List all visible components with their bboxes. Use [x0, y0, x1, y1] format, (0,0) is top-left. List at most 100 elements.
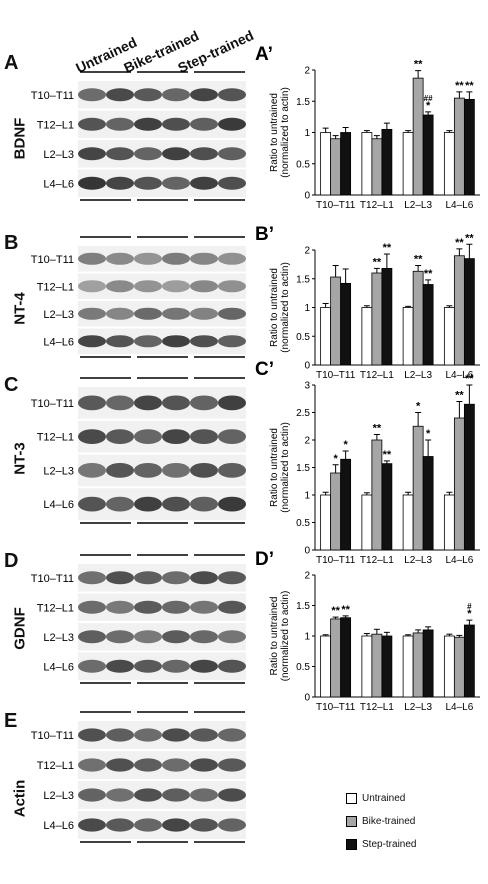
chart-xtick-label: L2–L3: [404, 702, 432, 713]
bar: [320, 132, 332, 196]
legend-swatch-step-trained: [346, 839, 357, 850]
blot-band: [218, 462, 246, 478]
chart-ytick-label: 2: [304, 246, 310, 257]
blot-band: [106, 88, 134, 102]
panel-letter-e: E: [4, 710, 18, 732]
blot-band: [134, 280, 162, 293]
blot-band: [106, 818, 134, 832]
blot-band: [190, 307, 218, 320]
chart-xtick-label: T12–L1: [360, 555, 394, 566]
blot-band: [190, 117, 218, 131]
bar: [402, 635, 414, 698]
blot-row-label: T10–T11: [31, 398, 74, 410]
bar: [443, 635, 455, 698]
blot-band: [78, 307, 106, 320]
blot-band: [106, 147, 134, 161]
blot-row-label: T12–L1: [37, 119, 74, 131]
blot-band: [190, 728, 218, 742]
blot-band: [78, 335, 106, 348]
bar: [463, 258, 475, 366]
blot-band: [106, 728, 134, 742]
blot-band: [162, 147, 190, 161]
bar: [453, 636, 465, 698]
blot-band: [78, 600, 106, 614]
bar: [422, 456, 434, 551]
blot-band: [78, 728, 106, 742]
bar: [371, 272, 383, 366]
blot-band: [134, 758, 162, 772]
chart-0: A’ Ratio to untrained (normalized to actin…: [255, 44, 480, 211]
blot-row-label: T12–L1: [37, 281, 74, 293]
bar: [361, 494, 373, 551]
blot-band: [134, 630, 162, 644]
bar: [361, 132, 373, 196]
chart-xtick-label: L4–L6: [445, 200, 473, 211]
significance-marker: *: [426, 428, 431, 440]
chart-ytick-label: 2: [304, 571, 310, 582]
blot-band: [190, 88, 218, 102]
blot-band: [78, 788, 106, 802]
chart-ytick-label: 1.5: [296, 97, 310, 108]
legend-item-untrained: Untrained: [346, 793, 405, 804]
blot-row-label: T10–T11: [31, 573, 74, 585]
chart-ytick-label: 1: [304, 128, 310, 139]
chart-xtick-label: L4–L6: [445, 370, 473, 381]
legend-item-bike-trained: Bike-trained: [346, 816, 415, 827]
blot-band: [106, 496, 134, 512]
blot-row-label: T10–T11: [31, 730, 74, 742]
panel-letter-b: B: [4, 232, 19, 254]
bar: [463, 624, 475, 698]
blot-band: [190, 252, 218, 265]
bar: [381, 267, 393, 366]
blot-band: [162, 571, 190, 585]
chart-ytick-label: 0.5: [296, 518, 310, 529]
blot-band: [78, 88, 106, 102]
blot-row-label: T10–T11: [31, 254, 74, 266]
blot-band: [162, 788, 190, 802]
bar: [320, 307, 332, 366]
chart-ytick-label: 0.5: [296, 159, 310, 170]
chart-ytick-label: 0: [304, 191, 310, 202]
blot-band: [218, 630, 246, 644]
chart-ytick-label: 0: [304, 693, 310, 704]
significance-marker: *: [426, 100, 431, 112]
significance-marker: **: [455, 237, 464, 249]
blot-band: [218, 176, 246, 190]
chart-2: C’ Ratio to untrained (normalized to actin…: [255, 359, 480, 566]
blot-band: [78, 659, 106, 673]
bar: [381, 128, 393, 196]
chart-ytick-label: 1.5: [296, 601, 310, 612]
chart-xtick-label: T12–L1: [360, 702, 394, 713]
blot-band: [218, 335, 246, 348]
blot-band: [162, 176, 190, 190]
blot-row-label: L2–L3: [43, 632, 74, 644]
blot-band: [218, 600, 246, 614]
bar: [381, 463, 393, 551]
blot-band: [78, 147, 106, 161]
blot-band: [190, 571, 218, 585]
legend-label-untrained: Untrained: [362, 793, 406, 805]
blot-band: [218, 147, 246, 161]
bar: [330, 472, 342, 551]
blot-band: [134, 88, 162, 102]
blot-row-label: L4–L6: [43, 661, 74, 673]
bar: [330, 276, 342, 366]
blot-band: [218, 280, 246, 293]
bar: [330, 138, 342, 196]
significance-marker: **: [414, 254, 423, 266]
blot-band: [106, 600, 134, 614]
bar: [422, 284, 434, 366]
chart-ytick-label: 1.5: [296, 274, 310, 285]
blot-band: [106, 788, 134, 802]
significance-marker: **: [331, 605, 340, 617]
blot-band: [162, 117, 190, 131]
significance-marker: ##: [424, 94, 433, 103]
blot-band: [162, 307, 190, 320]
blot-band: [218, 496, 246, 512]
blot-band: [218, 395, 246, 411]
blot-band: [78, 176, 106, 190]
bar: [443, 494, 455, 551]
bar-charts: A’Ratio to untrained (normalized to actin…: [255, 44, 480, 713]
blot-band: [162, 88, 190, 102]
blot-band: [134, 659, 162, 673]
